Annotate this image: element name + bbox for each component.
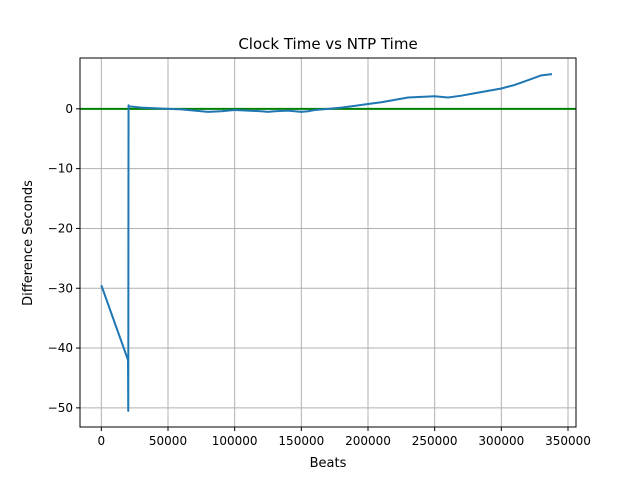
y-axis-ticks: −50 −40 −30 −20 −10 0 — [48, 102, 80, 415]
x-tick-label: 200000 — [345, 434, 391, 448]
chart-title: Clock Time vs NTP Time — [238, 35, 417, 53]
x-axis-ticks: 0 50000 100000 150000 200000 250000 300000 3500… — [98, 427, 591, 448]
x-tick-label: 150000 — [278, 434, 324, 448]
y-tick-label: 0 — [65, 102, 73, 116]
y-tick-label: −50 — [48, 401, 73, 415]
x-tick-label: 250000 — [412, 434, 458, 448]
x-tick-label: 300000 — [478, 434, 524, 448]
x-tick-label: 350000 — [545, 434, 591, 448]
x-axis-label: Beats — [310, 456, 347, 471]
x-tick-label: 50000 — [149, 434, 187, 448]
y-tick-label: −10 — [48, 162, 73, 176]
x-tick-label: 100000 — [212, 434, 258, 448]
plot-frame — [79, 57, 577, 428]
series-line — [100, 73, 553, 412]
y-axis-label: Difference Seconds — [21, 180, 36, 306]
y-tick-label: −40 — [48, 341, 73, 355]
series-group — [100, 73, 553, 412]
y-tick-label: −30 — [48, 281, 73, 295]
y-tick-label: −20 — [48, 221, 73, 235]
x-tick-label: 0 — [98, 434, 106, 448]
